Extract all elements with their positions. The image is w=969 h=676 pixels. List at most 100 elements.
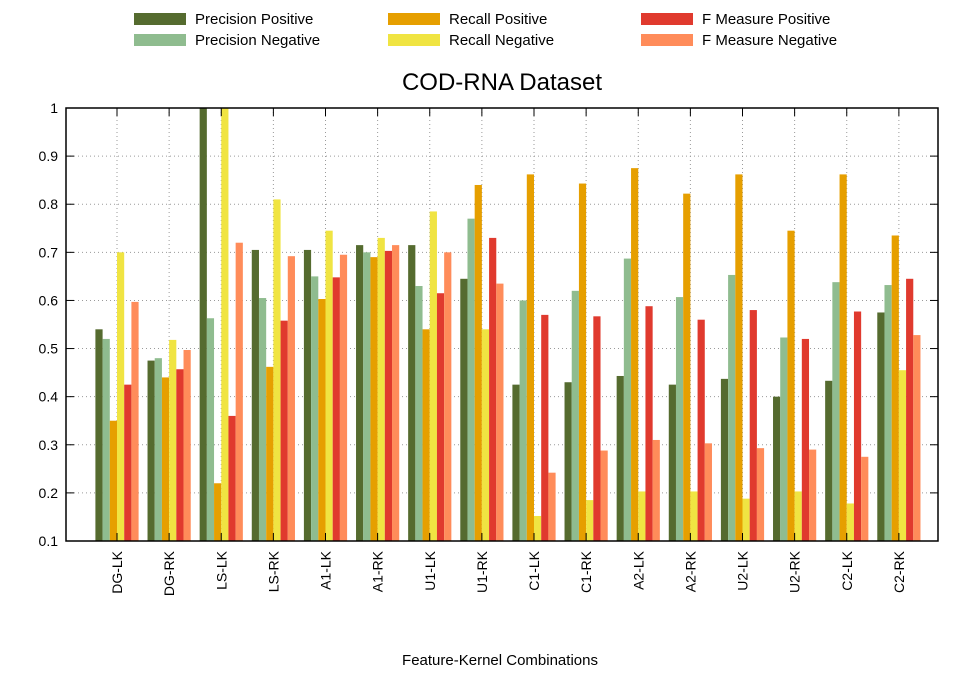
bar [861, 456, 869, 541]
legend-swatch [134, 13, 186, 25]
legend-label: Recall Positive [449, 11, 547, 28]
bar [370, 257, 378, 541]
bar [161, 377, 170, 541]
bar [131, 301, 139, 541]
bar [444, 252, 452, 542]
legend-item: F Measure Positive [641, 11, 830, 28]
bar [318, 299, 326, 541]
bar [339, 254, 348, 541]
bar [109, 420, 117, 541]
y-tick-label: 0.8 [39, 196, 59, 212]
bar [787, 230, 795, 541]
x-tick-label: U2-LK [735, 550, 751, 590]
bar [913, 335, 921, 541]
bar [756, 448, 765, 541]
bar [720, 378, 729, 541]
bar [235, 242, 243, 541]
bar [519, 300, 527, 541]
y-tick-label: 0.4 [39, 389, 59, 405]
bar [564, 382, 572, 541]
bars [95, 108, 921, 542]
x-tick-label: U1-RK [474, 550, 490, 593]
x-tick-label: LS-RK [265, 550, 281, 592]
x-tick-label: DG-LK [109, 550, 125, 593]
bar [154, 358, 162, 541]
y-tick-label: 0.9 [39, 148, 59, 164]
legend-label: F Measure Negative [702, 32, 837, 49]
legend-swatch [641, 34, 693, 46]
bar [512, 384, 520, 541]
bar [809, 449, 817, 541]
y-tick-label: 0.6 [39, 292, 59, 308]
bar [749, 310, 757, 541]
bar [251, 249, 259, 541]
bar [846, 503, 854, 541]
bar [825, 380, 833, 541]
bar [571, 290, 579, 541]
bar [593, 316, 601, 541]
bar [422, 329, 430, 541]
bar [906, 278, 914, 541]
bar [408, 245, 416, 541]
legend-label: F Measure Positive [702, 11, 830, 28]
bar [773, 396, 781, 541]
bar [638, 491, 646, 541]
bar [853, 311, 862, 541]
bar [600, 450, 608, 541]
x-tick-label: U1-LK [422, 550, 438, 590]
y-tick-label: 0.7 [39, 244, 59, 260]
bar [704, 443, 712, 541]
bar [199, 108, 207, 541]
bar [311, 276, 319, 541]
y-tick-label: 0.5 [39, 341, 59, 357]
x-tick-label: C2-LK [839, 550, 855, 590]
bar [95, 329, 103, 541]
x-tick-label: C1-RK [578, 550, 594, 593]
legend-item: Precision Negative [134, 32, 320, 49]
legend-swatch [134, 34, 186, 46]
bar [303, 249, 312, 541]
bar [214, 483, 222, 541]
legend-swatch [388, 13, 440, 25]
bar [690, 491, 698, 541]
y-tick-label: 1 [50, 100, 58, 116]
bar [839, 174, 847, 542]
x-tick-label: C1-LK [526, 550, 542, 590]
bar [489, 237, 497, 541]
bar [794, 491, 802, 541]
bar [356, 245, 364, 541]
bar [460, 278, 468, 541]
bar [586, 500, 594, 541]
bar [675, 297, 684, 541]
bar [266, 366, 274, 541]
bar [616, 375, 624, 541]
plot-frame [65, 107, 939, 542]
legend-label: Recall Negative [449, 32, 554, 49]
bar [183, 349, 191, 541]
bar [548, 472, 556, 541]
x-tick-label: LS-LK [213, 550, 229, 590]
x-tick-label: A2-RK [682, 550, 698, 592]
bar [436, 293, 445, 541]
y-tick-label: 0.3 [39, 437, 59, 453]
y-axis: 0.1 0.2 0.3 0.4 0.5 0.6 0.7 0.8 0.9 1 [39, 100, 938, 549]
bar [884, 285, 892, 541]
legend-label: Precision Negative [195, 32, 320, 49]
bar [273, 199, 281, 541]
bar [280, 320, 288, 541]
legend-swatch [641, 13, 693, 25]
bar [652, 439, 660, 541]
bar [429, 211, 437, 541]
legend-item: F Measure Negative [641, 32, 837, 49]
bar [801, 338, 810, 541]
legend-item: Recall Positive [388, 11, 547, 28]
bar [891, 235, 899, 541]
legend: Precision Positive Precision Negative Reca… [134, 11, 837, 49]
bar [877, 312, 885, 541]
bar [467, 218, 475, 541]
legend-item: Recall Negative [388, 32, 554, 49]
bar [415, 286, 423, 541]
legend-item: Precision Positive [134, 11, 313, 28]
bar [541, 314, 549, 541]
